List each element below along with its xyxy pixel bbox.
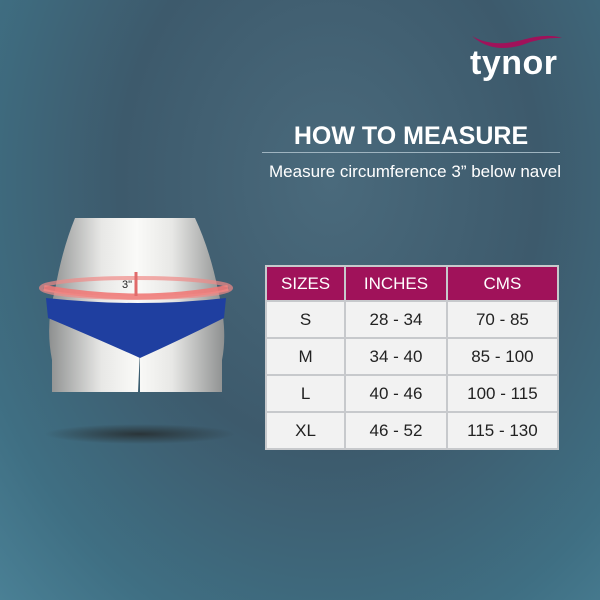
table-row: XL 46 - 52 115 - 130	[264, 411, 560, 450]
measure-label: 3"	[122, 279, 132, 291]
inches-cell: 40 - 46	[344, 374, 448, 413]
size-cell: S	[264, 300, 347, 339]
cms-cell: 85 - 100	[445, 337, 560, 376]
table-row: M 34 - 40 85 - 100	[264, 337, 560, 376]
cms-cell: 115 - 130	[445, 411, 560, 450]
table-row: L 40 - 46 100 - 115	[264, 374, 560, 413]
header-inches: INCHES	[344, 265, 448, 302]
logo-text: tynor	[470, 44, 558, 82]
inches-cell: 34 - 40	[344, 337, 448, 376]
size-cell: L	[264, 374, 347, 413]
size-chart-table: SIZES INCHES CMS S 28 - 34 70 - 85 M 34 …	[264, 265, 560, 450]
cms-cell: 70 - 85	[445, 300, 560, 339]
inches-cell: 46 - 52	[344, 411, 448, 450]
page-title: HOW TO MEASURE	[293, 122, 529, 150]
size-cell: M	[264, 337, 347, 376]
header-cms: CMS	[445, 265, 560, 302]
measurement-figure: 3"	[30, 210, 250, 450]
header-sizes: SIZES	[264, 265, 347, 302]
page-subtitle: Measure circumference 3” below navel	[269, 162, 561, 181]
logo-swoosh-icon	[472, 35, 562, 48]
inches-cell: 28 - 34	[344, 300, 448, 339]
cms-cell: 100 - 115	[445, 374, 560, 413]
title-divider	[262, 152, 560, 153]
size-cell: XL	[264, 411, 347, 450]
tynor-logo: tynor	[462, 28, 572, 88]
table-header-row: SIZES INCHES CMS	[264, 265, 560, 302]
table-row: S 28 - 34 70 - 85	[264, 300, 560, 339]
